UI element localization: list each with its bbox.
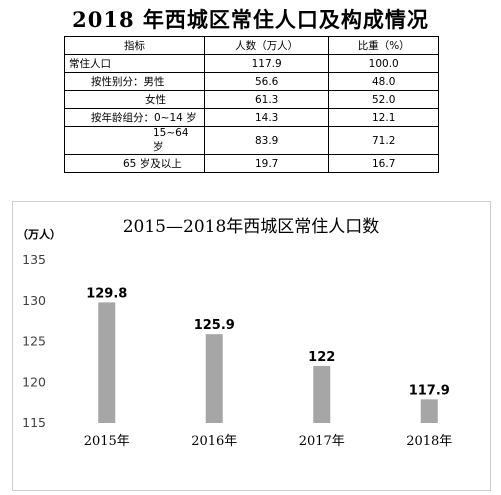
bar-chart: 2015—2018年西城区常住人口数 （万人） 115120125130135 … <box>17 217 453 449</box>
table-title: 2018 年西城区常住人口及构成情况 <box>72 7 429 32</box>
table-row: 女性 61.3 52.0 <box>64 90 439 109</box>
table-row: 15~64 岁 83.9 71.2 <box>64 126 439 155</box>
y-tick-label: 135 <box>22 252 46 267</box>
row-people: 83.9 <box>203 126 330 155</box>
bar-value-label: 129.8 <box>86 286 127 301</box>
row-share: 100.0 <box>328 54 439 73</box>
row-indicator: 按性别分：男性 <box>64 72 205 91</box>
bar-value-label: 125.9 <box>194 318 235 333</box>
row-indicator: 女性 <box>64 90 205 109</box>
bar-value-label: 117.9 <box>409 383 450 398</box>
x-category-label: 2017年 <box>299 434 345 449</box>
bar-series: 129.8 125.9 122 117.9 <box>86 286 450 423</box>
header-indicator: 指标 <box>64 36 205 55</box>
y-tick-label: 120 <box>22 374 46 389</box>
y-tick-label: 125 <box>22 334 46 349</box>
row-indicator: 65 岁及以上 <box>64 154 205 173</box>
row-share: 16.7 <box>328 154 439 173</box>
row-share: 48.0 <box>328 72 439 91</box>
chart-frame: 2015—2018年西城区常住人口数 （万人） 115 120 125 130 135 … <box>12 201 491 491</box>
population-table: 指标 人数（万人） 比重（%） 常住人口 117.9 100.0 按性别分：男性… <box>64 36 439 173</box>
row-indicator: 按年龄组分：0~14 岁 <box>64 108 205 127</box>
bar <box>98 302 116 423</box>
y-axis-unit: （万人） <box>17 227 61 241</box>
x-category-label: 2016年 <box>191 434 237 449</box>
row-share: 12.1 <box>328 108 439 127</box>
row-indicator: 15~64 岁 <box>64 126 205 155</box>
row-people: 61.3 <box>203 90 330 109</box>
row-people: 14.3 <box>203 108 330 127</box>
x-category-label: 2015年 <box>84 434 130 449</box>
row-people: 117.9 <box>203 54 330 73</box>
y-tick-label: 115 <box>22 415 46 430</box>
x-axis-categories: 2015年 2016年 2017年 2018年 <box>84 434 453 449</box>
table-header-row: 指标 人数（万人） 比重（%） <box>64 36 439 55</box>
y-axis-ticks: 115 120 125 130 135 <box>22 252 46 430</box>
y-tick-label: 130 <box>22 293 46 308</box>
header-people: 人数（万人） <box>203 36 330 55</box>
bar <box>420 399 438 423</box>
table-row: 常住人口 117.9 100.0 <box>64 54 439 73</box>
row-people: 19.7 <box>203 154 330 173</box>
row-share: 71.2 <box>328 126 439 155</box>
bar <box>313 365 331 423</box>
x-category-label: 2018年 <box>406 434 452 449</box>
chart-title: 2015—2018年西城区常住人口数 <box>123 217 380 237</box>
table-row: 按年龄组分：0~14 岁 14.3 12.1 <box>64 108 439 127</box>
row-indicator: 常住人口 <box>64 54 205 73</box>
table-row: 按性别分：男性 56.6 48.0 <box>64 72 439 91</box>
table-row: 65 岁及以上 19.7 16.7 <box>64 154 439 173</box>
bar-value-label: 122 <box>308 350 335 365</box>
bar <box>205 334 223 423</box>
header-share: 比重（%） <box>328 36 439 55</box>
row-people: 56.6 <box>203 72 330 91</box>
row-share: 52.0 <box>328 90 439 109</box>
